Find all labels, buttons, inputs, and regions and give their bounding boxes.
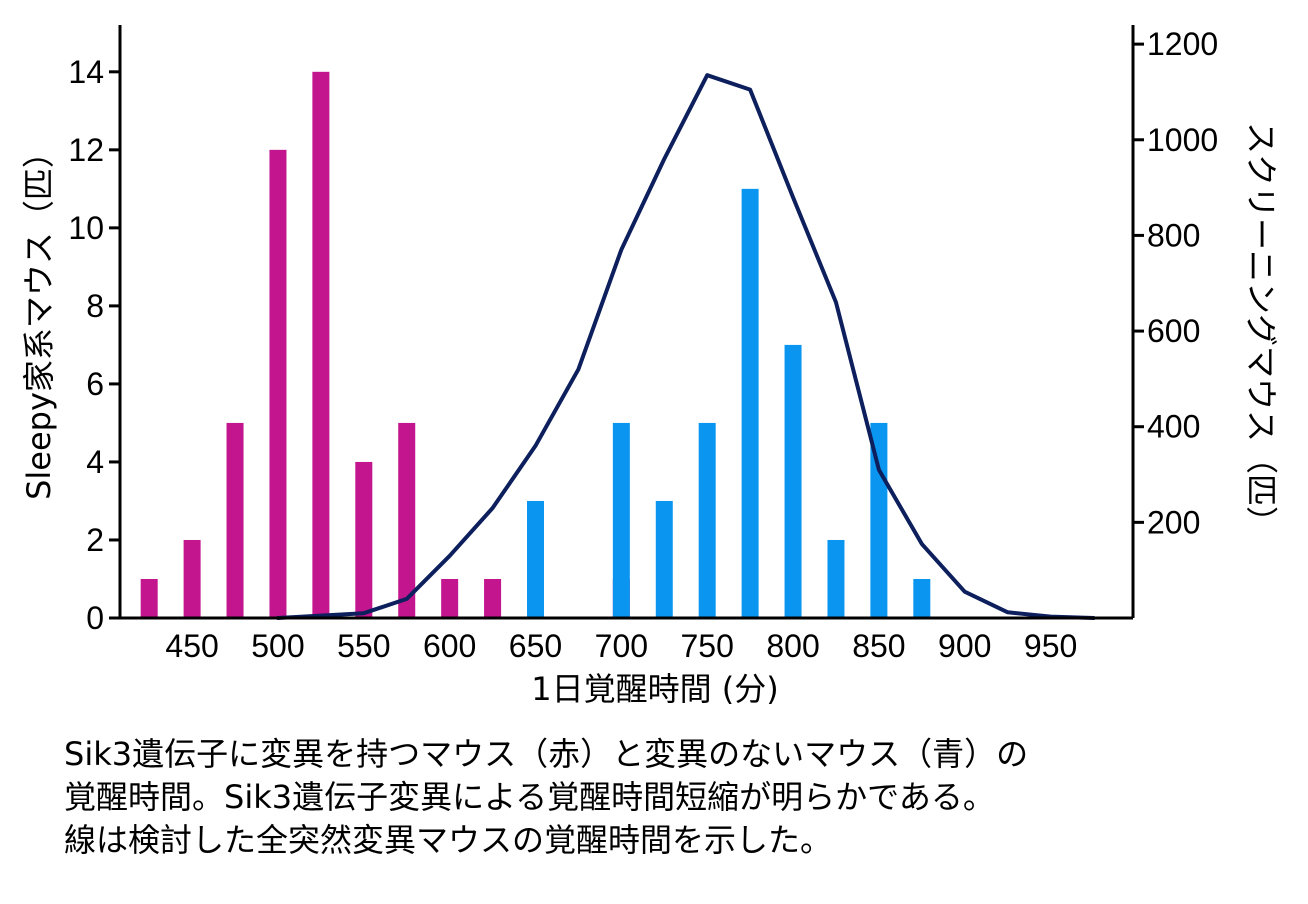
- bar-series2-725: [655, 500, 673, 618]
- y-left-tick-label-6: 6: [86, 366, 104, 402]
- bar-series1-475: [226, 422, 244, 618]
- y-axis-left-title: Sleepy家系マウス（匹）: [20, 136, 58, 500]
- bar-series1-550: [355, 461, 373, 618]
- bar-series1-425: [140, 578, 158, 618]
- x-tick-label-850: 850: [852, 628, 905, 664]
- x-axis-title: 1日覚醒時間 (分): [531, 670, 779, 708]
- x-tick-label-750: 750: [681, 628, 734, 664]
- y-right-tick-label-600: 600: [1147, 313, 1200, 349]
- y-left-tick-label-8: 8: [86, 288, 104, 324]
- axes-group: [118, 25, 1135, 620]
- caption-line-1: Sik3遺伝子に変異を持つマウス（赤）と変異のないマウス（青）の: [64, 735, 1029, 773]
- x-tick-label-700: 700: [595, 628, 648, 664]
- x-tick-label-550: 550: [337, 628, 390, 664]
- y-left-tick-label-10: 10: [68, 210, 104, 246]
- y-left-tick-label-0: 0: [86, 600, 104, 636]
- bar-series2-825: [827, 539, 845, 618]
- x-tick-label-900: 900: [938, 628, 991, 664]
- line-series-total: [276, 73, 1096, 620]
- bar-series1-500: [269, 149, 287, 618]
- y-axis-right-title: スクリーニングマウス（匹）: [1242, 122, 1280, 538]
- bar-series2-875: [913, 578, 931, 618]
- bar-series1-525: [312, 71, 330, 618]
- bar-series2-650: [527, 500, 545, 618]
- y-right-tick-label-400: 400: [1147, 409, 1200, 445]
- figure-caption: Sik3遺伝子に変異を持つマウス（赤）と変異のないマウス（青）の 覚醒時間。Si…: [64, 733, 1284, 862]
- bar-series2-700: [612, 422, 630, 618]
- bar-series2-750: [698, 422, 716, 618]
- caption-line-3: 線は検討した全突然変異マウスの覚醒時間を示した。: [64, 821, 833, 859]
- y-right-tick-label-1200: 1200: [1147, 26, 1218, 62]
- x-tick-label-800: 800: [766, 628, 819, 664]
- caption-line-2: 覚醒時間。Sik3遺伝子変異による覚醒時間短縮が明らかである。: [64, 778, 995, 816]
- bar-series1-600: [441, 578, 459, 618]
- bar-series2-775: [741, 188, 759, 618]
- bar-series1-575: [398, 422, 416, 618]
- x-tick-label-450: 450: [165, 628, 218, 664]
- y-right-tick-label-1000: 1000: [1147, 122, 1218, 158]
- x-tick-label-500: 500: [251, 628, 304, 664]
- y-left-tick-label-2: 2: [86, 522, 104, 558]
- x-tick-label-950: 950: [1024, 628, 1077, 664]
- bar-series2-850: [870, 422, 888, 618]
- bar-series2-800: [784, 344, 802, 618]
- y-right-tick-label-800: 800: [1147, 217, 1200, 253]
- histogram-chart: 0 2 4 6 8 10 12 14 200 400 600 800 1000 1200 450 500 550…: [20, 25, 1280, 708]
- ticks-group: 0 2 4 6 8 10 12 14 200 400 600 800 1000 1200 450 500 550…: [68, 26, 1218, 664]
- chart-area: 0 2 4 6 8 10 12 14 200 400 600 800 1000 1200 450 500 550…: [20, 25, 1280, 708]
- y-left-tick-label-14: 14: [68, 54, 104, 90]
- bars-group: [140, 71, 931, 618]
- y-right-tick-label-200: 200: [1147, 504, 1200, 540]
- bar-series1-450: [183, 539, 201, 618]
- y-left-tick-label-12: 12: [68, 132, 104, 168]
- bar-series1-625: [484, 578, 502, 618]
- x-tick-label-600: 600: [423, 628, 476, 664]
- x-tick-label-650: 650: [509, 628, 562, 664]
- y-left-tick-label-4: 4: [86, 444, 104, 480]
